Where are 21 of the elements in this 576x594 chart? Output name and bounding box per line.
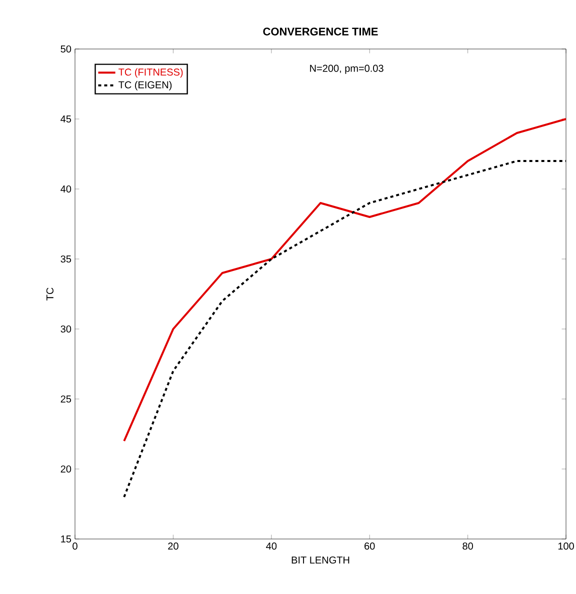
x-axis-title: BIT LENGTH (292, 556, 350, 564)
x-tick-label: 0 (72, 542, 78, 550)
legend-label: TC (EIGEN) (118, 81, 172, 90)
y-tick-label: 25 (60, 395, 72, 403)
y-axis-title: TC (46, 288, 54, 300)
x-tick-label: 100 (558, 542, 574, 550)
y-tick-label: 20 (60, 465, 72, 473)
x-tick-label: 80 (462, 542, 473, 550)
y-tick-label: 40 (60, 185, 72, 193)
x-tick-label: 40 (266, 542, 277, 550)
legend-label: TC (FITNESS) (118, 68, 183, 78)
x-tick-label: 60 (364, 542, 375, 550)
annotation: N=200, pm=0.03 (310, 64, 384, 74)
line-series (123, 118, 566, 442)
y-tick-label: 15 (61, 536, 72, 542)
x-tick-label: 20 (168, 542, 178, 550)
chart-title: CONVERGENCE TIME (263, 28, 378, 36)
y-tick-label: 30 (60, 325, 72, 333)
y-tick-label: 45 (60, 116, 72, 122)
y-tick-label: 50 (60, 45, 72, 53)
y-tick-label: 35 (60, 255, 72, 263)
